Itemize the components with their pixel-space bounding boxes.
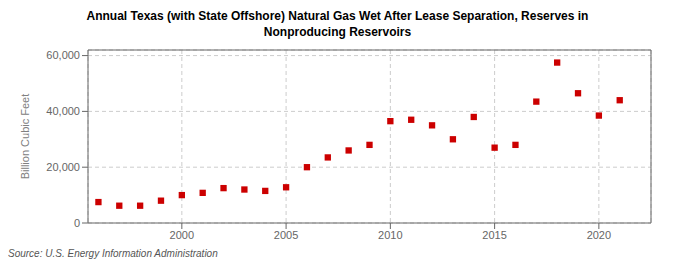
svg-text:Billion Cubic Feet: Billion Cubic Feet (19, 94, 31, 180)
svg-text:60,000: 60,000 (46, 49, 80, 61)
html-text:Annual Texas (with State Offsh: Annual Texas (with State Offshore) Natur… (86, 9, 589, 39)
svg-text:2015: 2015 (482, 229, 506, 241)
html-text:Source: U.S. Energy Informatio: Source: U.S. Energy Information Administ… (8, 248, 218, 259)
svg-text:2020: 2020 (587, 229, 611, 241)
svg-text:0: 0 (74, 217, 80, 229)
svg-text:2005: 2005 (274, 229, 298, 241)
svg-text:20,000: 20,000 (46, 161, 80, 173)
svg-text:2000: 2000 (170, 229, 194, 241)
svg-text:40,000: 40,000 (46, 105, 80, 117)
svg-text:2010: 2010 (378, 229, 402, 241)
